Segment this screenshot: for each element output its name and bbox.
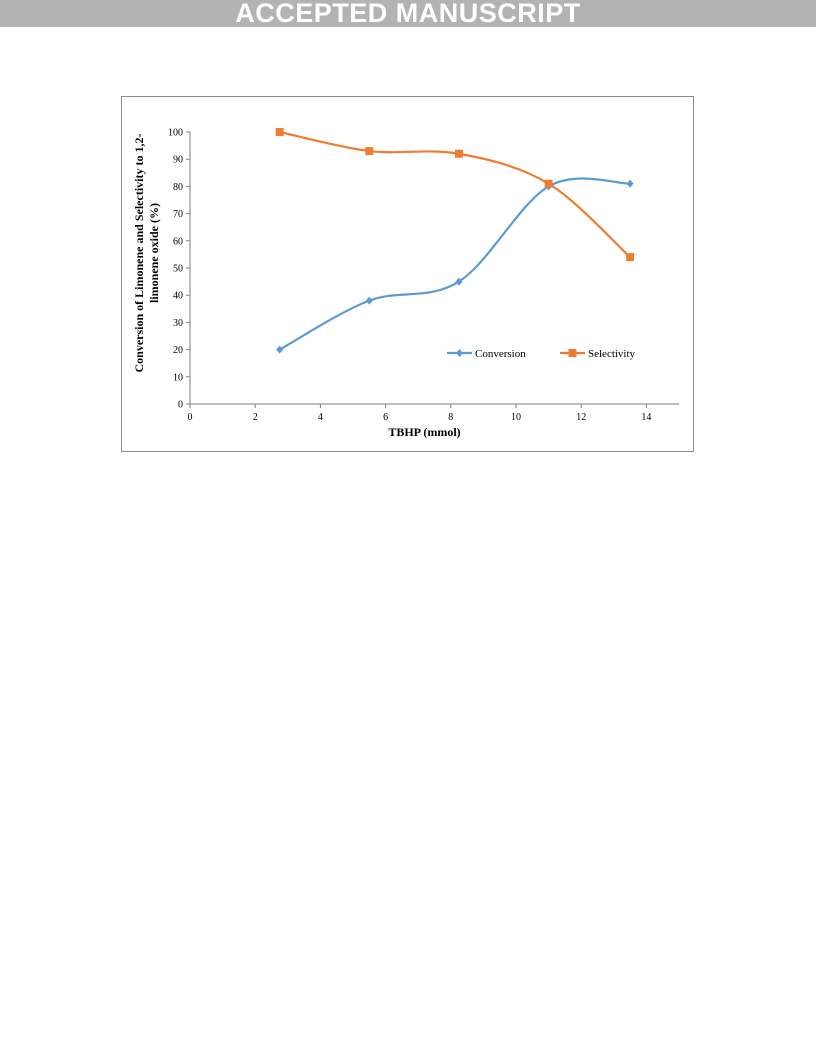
- x-tick-label: 8: [448, 412, 453, 423]
- legend-marker: [568, 349, 577, 357]
- legend-marker: [456, 349, 463, 357]
- y-axis-label-line-2: limonene oxide (%): [147, 203, 161, 303]
- x-tick-label: 14: [641, 412, 651, 423]
- x-tick-label: 6: [383, 412, 388, 423]
- y-tick-label: 60: [173, 236, 183, 247]
- x-tick-label: 2: [253, 412, 258, 423]
- data-point: [365, 147, 374, 156]
- y-tick-label: 80: [173, 182, 183, 193]
- x-axis-label: TBHP (mmol): [388, 425, 460, 439]
- x-tick-label: 4: [318, 412, 323, 423]
- y-tick-label: 30: [173, 318, 183, 329]
- chart-frame: 0 10 20 30 40 50 60 70 80 90 100 0 2 4 6 8 10 12 14 Conver…: [121, 96, 694, 452]
- data-point: [626, 179, 634, 188]
- banner-text: ACCEPTED MANUSCRIPT: [235, 0, 581, 28]
- y-tick-label: 100: [168, 128, 183, 139]
- line-chart: 0 10 20 30 40 50 60 70 80 90 100 0 2 4 6 8 10 12 14 Conver…: [132, 128, 679, 439]
- data-point: [454, 149, 463, 158]
- x-tick-label: 0: [188, 412, 193, 423]
- x-tick-label: 12: [576, 412, 586, 423]
- y-axis-label-line-1: Conversion of Limonene and Selectivity t…: [132, 134, 146, 373]
- y-axis-label: Conversion of Limonene and Selectivity t…: [132, 134, 161, 373]
- data-point: [276, 345, 284, 354]
- y-tick-label: 50: [173, 264, 183, 275]
- series-conversion: [276, 177, 634, 354]
- legend-label: Selectivity: [588, 348, 636, 360]
- legend-label: Conversion: [475, 348, 526, 360]
- manuscript-banner: ACCEPTED MANUSCRIPT: [0, 0, 816, 27]
- y-tick-label: 20: [173, 345, 183, 356]
- data-point: [455, 277, 463, 286]
- axes: 0 10 20 30 40 50 60 70 80 90 100 0 2 4 6 8 10 12 14: [168, 128, 679, 423]
- series-layer: [275, 128, 635, 354]
- series-selectivity: [275, 128, 635, 262]
- data-point: [544, 179, 553, 188]
- series-line: [279, 177, 631, 351]
- data-point: [275, 128, 284, 136]
- y-tick-label: 90: [173, 155, 183, 166]
- y-tick-label: 40: [173, 291, 183, 302]
- x-tick-label: 10: [511, 412, 521, 423]
- data-point: [365, 296, 373, 305]
- y-tick-label: 70: [173, 209, 183, 220]
- y-tick-label: 0: [178, 400, 183, 411]
- y-tick-label: 10: [173, 372, 183, 383]
- series-line: [279, 130, 631, 258]
- legend-item-conversion: Conversion: [447, 348, 526, 360]
- data-point: [626, 253, 635, 262]
- legend: Conversion Selectivity: [447, 348, 636, 360]
- legend-item-selectivity: Selectivity: [560, 348, 636, 360]
